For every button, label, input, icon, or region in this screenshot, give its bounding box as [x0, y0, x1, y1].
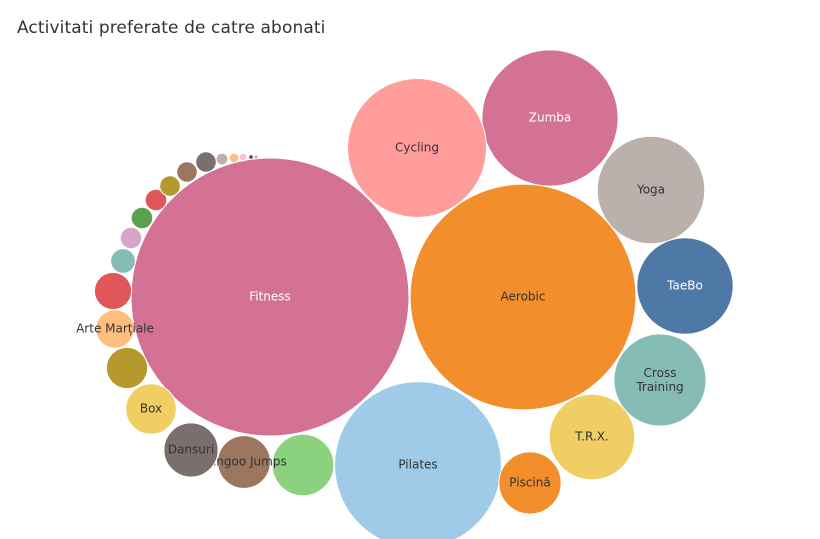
bubble-label-aerobic: Aerobic — [501, 290, 546, 304]
bubble-unlabeled-17[interactable] — [110, 248, 136, 274]
bubble-pilates[interactable]: Pilates — [334, 381, 502, 539]
bubble-circle-unlabeled-10[interactable] — [271, 433, 335, 497]
bubble-circle-unlabeled-27[interactable] — [248, 154, 254, 160]
bubble-circle-unlabeled-21[interactable] — [159, 175, 181, 197]
bubble-unlabeled-19[interactable] — [130, 206, 154, 230]
bubble-circle-unlabeled-19[interactable] — [130, 206, 154, 230]
bubble-unlabeled-28[interactable] — [253, 154, 259, 160]
bubble-kangoo-jumps[interactable]: Kangoo Jumps — [201, 435, 287, 489]
bubble-unlabeled-10[interactable] — [271, 433, 335, 497]
bubble-unlabeled-24[interactable] — [215, 152, 229, 166]
bubble-circle-aerobic[interactable] — [409, 183, 637, 411]
bubble-unlabeled-14[interactable] — [105, 346, 149, 390]
bubble-circle-unlabeled-26[interactable] — [238, 152, 248, 162]
bubble-unlabeled-26[interactable] — [238, 152, 248, 162]
bubble-label-piscin: Piscină — [509, 476, 550, 490]
bubble-circle-piscin[interactable] — [498, 451, 562, 515]
bubble-unlabeled-18[interactable] — [119, 226, 143, 250]
bubble-circle-dansuri[interactable] — [163, 422, 219, 478]
bubble-unlabeled-22[interactable] — [176, 161, 198, 183]
bubble-fitness[interactable]: Fitness — [130, 157, 410, 437]
bubble-yoga[interactable]: Yoga — [596, 135, 706, 245]
bubble-circle-unlabeled-20[interactable] — [144, 188, 168, 212]
bubble-taebo[interactable]: TaeBo — [636, 237, 734, 335]
bubble-circle-taebo[interactable] — [636, 237, 734, 335]
bubble-label-dansuri: Dansuri — [168, 443, 214, 457]
bubble-circle-yoga[interactable] — [596, 135, 706, 245]
bubble-circle-cross-training[interactable] — [613, 333, 707, 427]
bubble-unlabeled-23[interactable] — [195, 151, 217, 173]
bubble-circle-unlabeled-24[interactable] — [215, 152, 229, 166]
bubble-circle-unlabeled-22[interactable] — [176, 161, 198, 183]
bubble-label-arte-mar-iale: Arte Marțiale — [76, 322, 154, 336]
bubble-unlabeled-27[interactable] — [248, 154, 254, 160]
bubble-label-cycling: Cycling — [395, 141, 439, 155]
bubble-box[interactable]: Box — [125, 383, 177, 435]
bubble-label-fitness: Fitness — [249, 290, 291, 304]
bubble-circle-unlabeled-23[interactable] — [195, 151, 217, 173]
bubble-circle-unlabeled-28[interactable] — [253, 154, 259, 160]
bubble-label-taebo: TaeBo — [666, 279, 703, 293]
bubble-unlabeled-25[interactable] — [228, 152, 240, 164]
bubble-circle-box[interactable] — [125, 383, 177, 435]
bubble-dansuri[interactable]: Dansuri — [163, 422, 219, 478]
bubble-aerobic[interactable]: Aerobic — [409, 183, 637, 411]
bubble-unlabeled-20[interactable] — [144, 188, 168, 212]
bubble-circle-zumba[interactable] — [481, 49, 619, 187]
bubble-label-yoga: Yoga — [636, 183, 665, 197]
bubble-t-r-x[interactable]: T.R.X. — [548, 393, 636, 481]
bubble-cross-training[interactable]: Cross Training — [613, 333, 707, 427]
bubble-cycling[interactable]: Cycling — [347, 78, 487, 218]
bubble-circle-t-r-x[interactable] — [548, 393, 636, 481]
bubble-circle-pilates[interactable] — [334, 381, 502, 539]
bubble-label-pilates: Pilates — [398, 458, 437, 472]
bubble-label-t-r-x: T.R.X. — [574, 430, 608, 444]
bubble-circle-unlabeled-14[interactable] — [105, 346, 149, 390]
bubble-label-kangoo-jumps: Kangoo Jumps — [201, 455, 286, 469]
bubble-zumba[interactable]: Zumba — [481, 49, 619, 187]
bubble-unlabeled-21[interactable] — [159, 175, 181, 197]
bubble-circle-cycling[interactable] — [347, 78, 487, 218]
chart-title: Activitati preferate de catre abonati — [17, 18, 326, 38]
bubble-label-cross-training: Cross Training — [635, 365, 683, 393]
bubble-label-box: Box — [140, 402, 162, 416]
bubble-circle-kangoo-jumps[interactable] — [217, 435, 271, 489]
bubble-piscin[interactable]: Piscină — [498, 451, 562, 515]
bubble-label-zumba: Zumba — [529, 111, 572, 125]
bubble-unlabeled-16[interactable] — [93, 271, 133, 311]
bubble-arte-mar-iale[interactable]: Arte Marțiale — [76, 309, 154, 349]
bubble-circle-unlabeled-18[interactable] — [119, 226, 143, 250]
bubble-circle-unlabeled-25[interactable] — [228, 152, 240, 164]
bubble-circle-unlabeled-17[interactable] — [110, 248, 136, 274]
bubble-circle-unlabeled-16[interactable] — [93, 271, 133, 311]
